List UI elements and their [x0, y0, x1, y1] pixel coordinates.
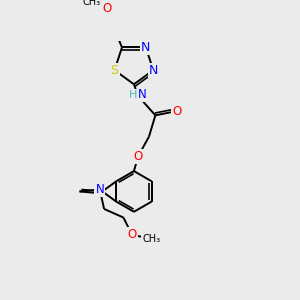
Text: CH₃: CH₃ — [142, 234, 160, 244]
Text: N: N — [148, 64, 158, 77]
Text: N: N — [141, 41, 151, 54]
Text: O: O — [134, 150, 143, 163]
Text: N: N — [138, 88, 147, 101]
Text: H: H — [129, 90, 137, 100]
Text: CH₃: CH₃ — [83, 0, 101, 8]
Text: N: N — [95, 183, 104, 196]
Text: O: O — [172, 105, 182, 118]
Text: S: S — [111, 64, 119, 77]
Text: O: O — [127, 228, 136, 241]
Text: O: O — [102, 2, 112, 15]
